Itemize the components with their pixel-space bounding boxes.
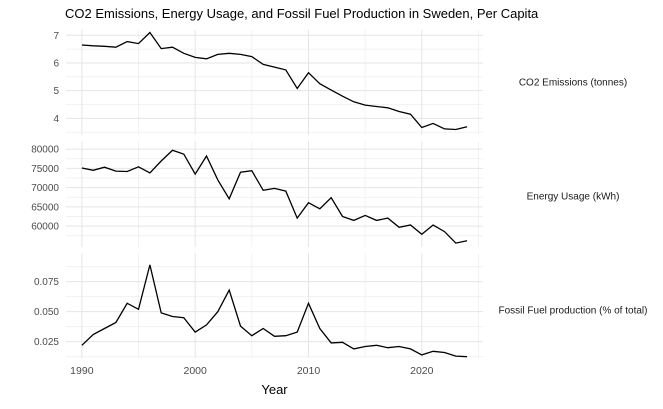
x-axis-tick-label: 2020: [410, 365, 434, 377]
x-axis-tick-label: 1990: [70, 365, 94, 377]
y-axis-tick-label: 80000: [31, 145, 59, 156]
data-line-fossil-fuel-production: [81, 264, 468, 358]
y-axis-tick-label: 65000: [31, 202, 59, 213]
chart-title: CO2 Emissions, Energy Usage, and Fossil …: [65, 6, 539, 21]
data-line-co2-emissions: [81, 31, 468, 131]
strip-label-fossil-fuel-production: Fossil Fuel production (% of total): [498, 305, 648, 317]
y-axis-tick-label: 7: [53, 31, 59, 42]
y-axis-tick-label: 4: [53, 114, 59, 125]
x-axis-tick-label: 2010: [297, 365, 321, 377]
strip-label-energy-usage: Energy Usage (kWh): [526, 191, 620, 203]
y-axis-tick-label: 0.075: [34, 277, 59, 288]
y-axis-tick-label: 6: [53, 58, 59, 69]
y-axis-tick-label: 0.025: [34, 337, 59, 348]
data-line-energy-usage: [81, 149, 468, 244]
y-axis-tick-label: 70000: [31, 183, 59, 194]
strip-label-co2-emissions: CO2 Emissions (tonnes): [518, 77, 628, 89]
y-axis-tick-label: 5: [53, 86, 59, 97]
x-axis-tick-label: 2000: [183, 365, 207, 377]
y-axis-tick-label: 0.050: [34, 307, 59, 318]
x-axis-title: Year: [261, 382, 288, 397]
y-axis-tick-label: 60000: [31, 222, 59, 233]
y-axis-tick-label: 75000: [31, 164, 59, 175]
